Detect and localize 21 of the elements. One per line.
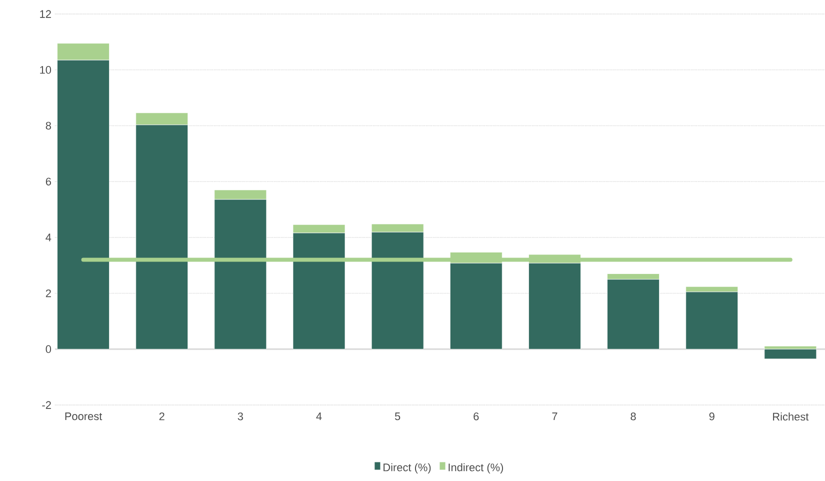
- y-tick-label: 10: [40, 66, 52, 74]
- x-tick-label: 9: [709, 412, 714, 420]
- x-tick-label: 6: [474, 412, 479, 420]
- x-tick-label: 5: [394, 412, 400, 420]
- y-tick-label: 4: [46, 234, 52, 242]
- y-tick-label: 2: [46, 289, 51, 298]
- x-tick-label: 2: [159, 412, 164, 420]
- x-tick-label: 3: [238, 412, 243, 420]
- y-tick-label: -2: [42, 401, 51, 409]
- x-tick-label: Poorest: [65, 412, 102, 420]
- legend-label: Indirect (%): [448, 463, 504, 474]
- y-tick-label: 12: [40, 10, 51, 18]
- x-tick-label: 8: [630, 412, 636, 420]
- x-tick-label: 4: [316, 412, 322, 420]
- x-tick-label: 7: [552, 412, 558, 420]
- x-tick-label: Richest: [773, 412, 809, 421]
- y-tick-label: 8: [46, 122, 51, 130]
- legend-label: Direct (%): [384, 463, 431, 474]
- bar: [764, 348, 817, 360]
- y-tick-label: 0: [46, 345, 52, 354]
- y-tick-label: 6: [46, 178, 51, 186]
